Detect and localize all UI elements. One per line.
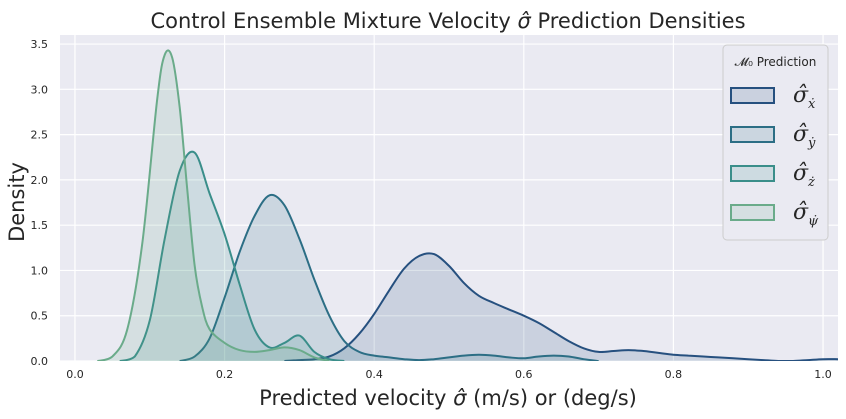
series-group xyxy=(97,49,838,361)
legend: 𝓜₀ Prediction σ̂ẋ σ̂ẏ σ̂ż σ̂ψ̇ xyxy=(722,44,829,241)
x-axis-label: Predicted velocity σ̂ (m/s) or (deg/s) xyxy=(259,386,637,410)
density-area-series-2 xyxy=(179,194,599,361)
legend-swatch-3 xyxy=(730,165,775,182)
y-tick-label: 3.5 xyxy=(31,38,49,51)
y-tick-label: 2.0 xyxy=(31,174,49,187)
y-tick-label: 1.0 xyxy=(31,264,49,277)
y-tick-label: 0.0 xyxy=(31,355,49,368)
legend-label-4: σ̂ψ̇ xyxy=(793,200,819,229)
density-line-series-1 xyxy=(284,252,838,361)
legend-frame xyxy=(722,44,829,241)
density-line-series-3 xyxy=(119,150,345,361)
x-tick-label: 0.0 xyxy=(66,368,84,381)
legend-label-2: σ̂ẏ xyxy=(793,122,816,151)
x-tick-label: 0.6 xyxy=(515,368,533,381)
y-tick-label: 1.5 xyxy=(31,219,49,232)
x-tick-label: 1.0 xyxy=(814,368,832,381)
chart-title: Control Ensemble Mixture Velocity σ̂ Pre… xyxy=(150,9,745,33)
legend-swatch-1 xyxy=(730,87,775,104)
y-axis-label: Density xyxy=(5,162,29,242)
x-tick-label: 0.2 xyxy=(216,368,234,381)
density-area-series-1 xyxy=(284,253,838,361)
density-area-series-4 xyxy=(97,50,330,361)
y-tick-label: 3.0 xyxy=(31,83,49,96)
legend-label-1: σ̂ẋ xyxy=(793,83,816,112)
density-line-series-4 xyxy=(97,49,330,361)
y-tick-label: 2.5 xyxy=(31,129,49,142)
x-tick-label: 0.4 xyxy=(365,368,383,381)
legend-title: 𝓜₀ Prediction xyxy=(735,55,817,69)
legend-label-3: σ̂ż xyxy=(793,161,815,190)
legend-swatch-4 xyxy=(730,204,775,221)
y-tick-label: 0.5 xyxy=(31,310,49,323)
density-area-series-3 xyxy=(119,151,345,361)
density-line-series-2 xyxy=(179,193,599,361)
x-tick-label: 0.8 xyxy=(665,368,683,381)
legend-swatch-2 xyxy=(730,126,775,143)
